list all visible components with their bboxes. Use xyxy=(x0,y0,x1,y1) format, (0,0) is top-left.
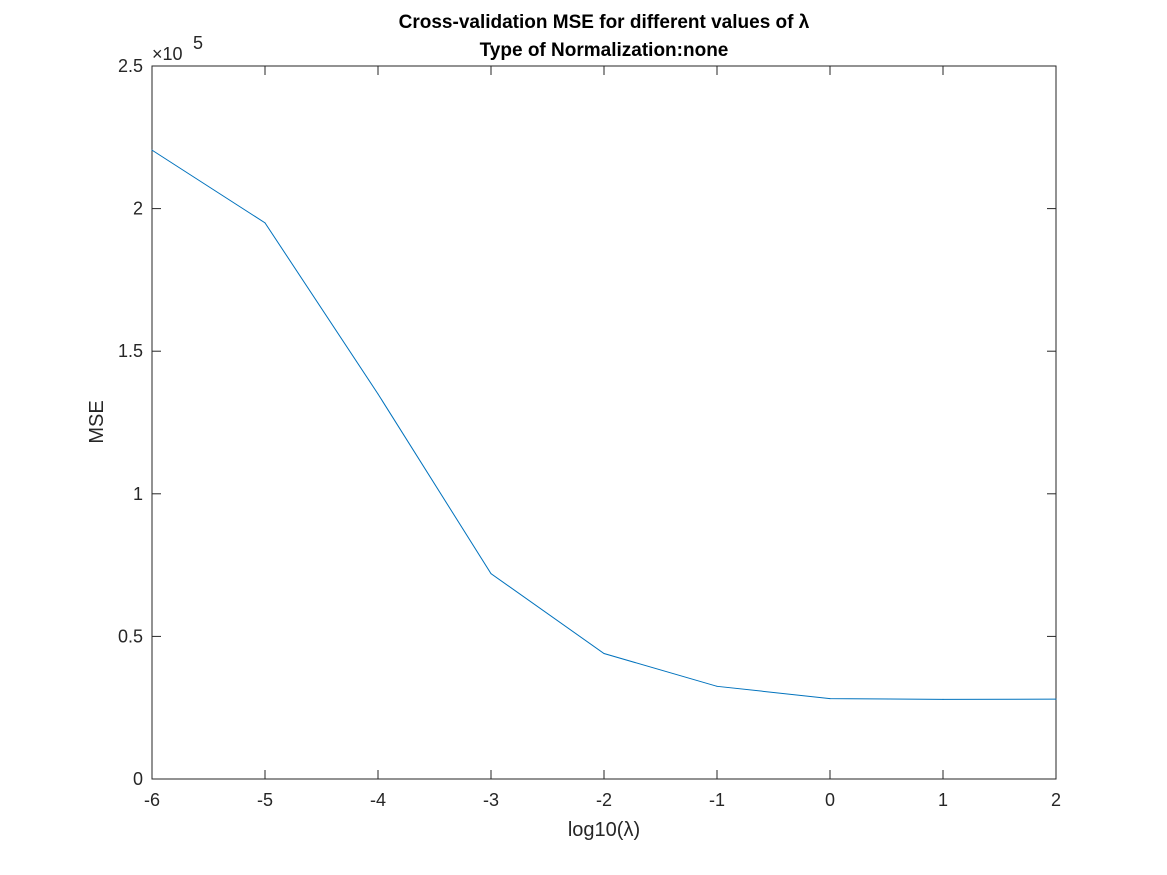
x-tick-label: 0 xyxy=(825,790,835,810)
y-exponent-power: 5 xyxy=(193,33,203,53)
y-tick-label: 1 xyxy=(133,484,143,504)
x-tick-label: -2 xyxy=(596,790,612,810)
data-point xyxy=(490,573,492,575)
data-point xyxy=(716,685,718,687)
y-exponent-label: ×10 5 xyxy=(152,33,203,64)
x-tick-label: -4 xyxy=(370,790,386,810)
data-point xyxy=(603,653,605,655)
y-tick-label: 1.5 xyxy=(118,341,143,361)
data-point xyxy=(942,698,944,700)
x-tick-label: -6 xyxy=(144,790,160,810)
x-axis-label: log10(λ) xyxy=(568,819,640,841)
x-tick-label: -3 xyxy=(483,790,499,810)
y-tick-label: 2.5 xyxy=(118,56,143,76)
y-tick-label: 0 xyxy=(133,769,143,789)
y-axis-ticks: 0 0.5 1 1.5 2 2.5 xyxy=(118,56,1056,789)
x-tick-label: 2 xyxy=(1051,790,1061,810)
y-tick-label: 2 xyxy=(133,199,143,219)
data-point xyxy=(264,222,266,224)
data-point xyxy=(829,698,831,700)
series-points xyxy=(151,149,1057,700)
x-tick-label: -5 xyxy=(257,790,273,810)
chart-title-line1: Cross-validation MSE for different value… xyxy=(399,12,810,33)
y-exponent-base: ×10 xyxy=(152,44,183,64)
x-axis-ticks: -6 -5 -4 -3 -2 -1 0 1 2 xyxy=(144,66,1061,810)
x-tick-label: 1 xyxy=(938,790,948,810)
y-tick-label: 0.5 xyxy=(118,626,143,646)
data-point xyxy=(151,149,153,151)
data-point xyxy=(377,393,379,395)
data-point xyxy=(1055,698,1057,700)
chart-title-line2: Type of Normalization:none xyxy=(480,40,729,61)
y-axis-label: MSE xyxy=(86,400,108,443)
plot-area xyxy=(151,65,1057,780)
x-tick-label: -1 xyxy=(709,790,725,810)
